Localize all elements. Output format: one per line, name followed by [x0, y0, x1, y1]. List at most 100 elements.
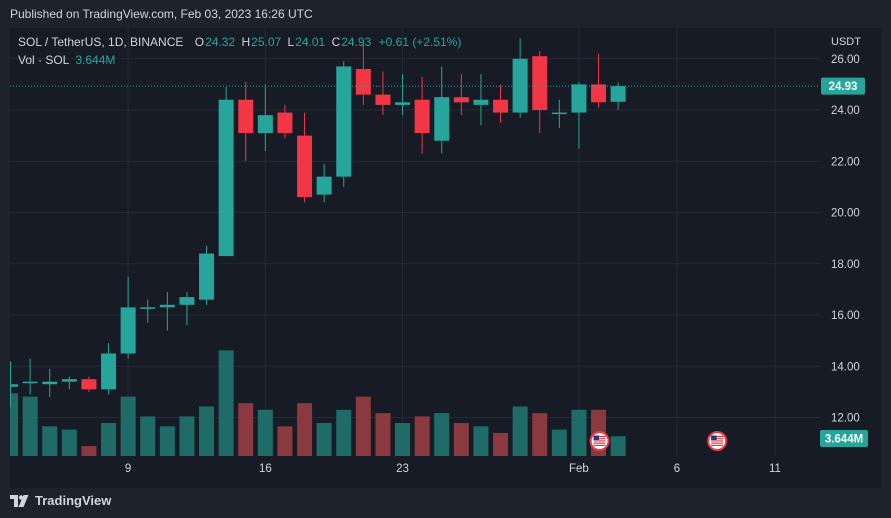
candle-body[interactable] — [10, 384, 19, 387]
y-tick-label: 14.00 — [831, 361, 860, 373]
x-tick-label: 11 — [769, 463, 781, 475]
time-axis[interactable]: 9 16 23 Feb 6 11 — [125, 463, 781, 475]
candle-body[interactable] — [336, 66, 352, 177]
volume-badge: 3.644M — [820, 430, 868, 447]
top-bar: Published on TradingView.com, Feb 03, 20… — [0, 0, 891, 28]
volume-bar — [257, 409, 273, 456]
x-tick-label: 23 — [396, 463, 409, 475]
candle-body[interactable] — [179, 297, 195, 305]
tradingview-logo-icon — [10, 494, 29, 507]
candle-body[interactable] — [355, 69, 371, 95]
last-price-badge-bg — [821, 77, 865, 95]
volume-bars — [10, 350, 626, 456]
volume-bar — [81, 446, 97, 456]
x-tick-label: Feb — [569, 463, 589, 475]
volume-bar — [610, 436, 626, 456]
candle-body[interactable] — [571, 84, 587, 113]
symbol-label[interactable]: SOL / TetherUS, 1D, BINANCE — [18, 35, 184, 49]
candle-body[interactable] — [277, 112, 293, 134]
last-price-badge-text: 24.93 — [829, 81, 858, 93]
close-value: 24.93 — [341, 35, 372, 49]
y-tick-label: 24.00 — [831, 105, 860, 117]
volume-bar — [297, 403, 313, 456]
volume-bar — [532, 413, 548, 456]
volume-bar — [473, 426, 489, 456]
volume-bar — [22, 396, 38, 456]
candle-body[interactable] — [375, 94, 391, 105]
close-label: C — [331, 35, 341, 49]
volume-bar — [218, 350, 234, 456]
candle-body[interactable] — [473, 99, 489, 105]
volume-bar — [355, 396, 371, 456]
volume-bar — [493, 432, 509, 456]
change-value: +0.61 (+2.51%) — [378, 35, 462, 49]
volume-bar — [42, 426, 58, 456]
y-tick-label: 20.00 — [831, 208, 860, 220]
footer: TradingView — [10, 492, 111, 510]
candle-body[interactable] — [512, 58, 528, 113]
candle-body[interactable] — [591, 84, 607, 103]
candle-body[interactable] — [297, 135, 313, 198]
volume-bar — [316, 423, 332, 456]
candle-body[interactable] — [532, 56, 548, 111]
open-label: O — [194, 35, 205, 49]
low-label: L — [287, 35, 295, 49]
candle-body[interactable] — [453, 97, 469, 103]
us-event-flag-icon[interactable] — [589, 431, 610, 451]
published-caption: Published on TradingView.com, Feb 03, 20… — [10, 7, 313, 21]
price-axis[interactable]: 26.00 24.00 22.00 20.00 18.00 16.00 14.00 12.00 — [831, 54, 860, 425]
volume-legend: Vol · SOL 3.644M — [18, 53, 115, 67]
volume-bar — [10, 393, 19, 456]
volume-bar — [179, 416, 195, 456]
volume-bar — [414, 416, 430, 456]
volume-bar — [61, 429, 77, 456]
volume-bar — [140, 416, 156, 456]
candle-body[interactable] — [61, 379, 77, 382]
high-value: 25.07 — [251, 35, 282, 49]
candle-body[interactable] — [316, 176, 332, 195]
high-label: H — [241, 35, 251, 49]
candle-body[interactable] — [414, 99, 430, 134]
volume-bar — [277, 426, 293, 456]
candle-body[interactable] — [610, 86, 626, 102]
candle-body[interactable] — [81, 379, 97, 390]
candle-body[interactable] — [140, 307, 156, 309]
candle-body[interactable] — [493, 99, 509, 113]
y-tick-label: 16.00 — [831, 310, 860, 322]
candle-body[interactable] — [120, 307, 136, 354]
candle-body[interactable] — [22, 381, 38, 384]
candle-body[interactable] — [238, 99, 254, 134]
candle-body[interactable] — [257, 115, 273, 134]
volume-symbol[interactable]: Vol · SOL — [18, 53, 70, 67]
x-tick-label: 16 — [259, 463, 272, 475]
footer-brand[interactable]: TradingView — [35, 493, 112, 509]
currency-label: USDT — [831, 36, 861, 48]
volume-bar — [120, 396, 136, 456]
volume-bar — [336, 409, 352, 456]
volume-bar — [238, 403, 254, 456]
candle-body[interactable] — [101, 353, 117, 390]
y-tick-label: 26.00 — [831, 54, 860, 66]
volume-bar — [512, 406, 528, 456]
volume-bar — [551, 429, 567, 456]
candle-body[interactable] — [159, 304, 175, 308]
candle-body[interactable] — [218, 99, 234, 257]
candle-body[interactable] — [434, 97, 450, 141]
candle-body[interactable] — [199, 253, 215, 300]
open-value: 24.32 — [205, 35, 236, 49]
us-event-flag-icon[interactable] — [707, 431, 728, 451]
grid-lines — [10, 28, 820, 456]
x-tick-label: 6 — [674, 463, 680, 475]
candle-body[interactable] — [42, 381, 58, 385]
candle-body[interactable] — [395, 102, 411, 105]
volume-bar — [101, 423, 117, 456]
x-tick-label: 9 — [125, 463, 131, 475]
last-price-badge: 24.93 — [821, 77, 865, 95]
event-flags[interactable] — [589, 431, 728, 451]
volume-bar — [453, 423, 469, 456]
volume-bar — [375, 413, 391, 456]
volume-bar — [434, 413, 450, 456]
volume-value: 3.644M — [75, 53, 116, 67]
candle-body[interactable] — [551, 112, 567, 115]
